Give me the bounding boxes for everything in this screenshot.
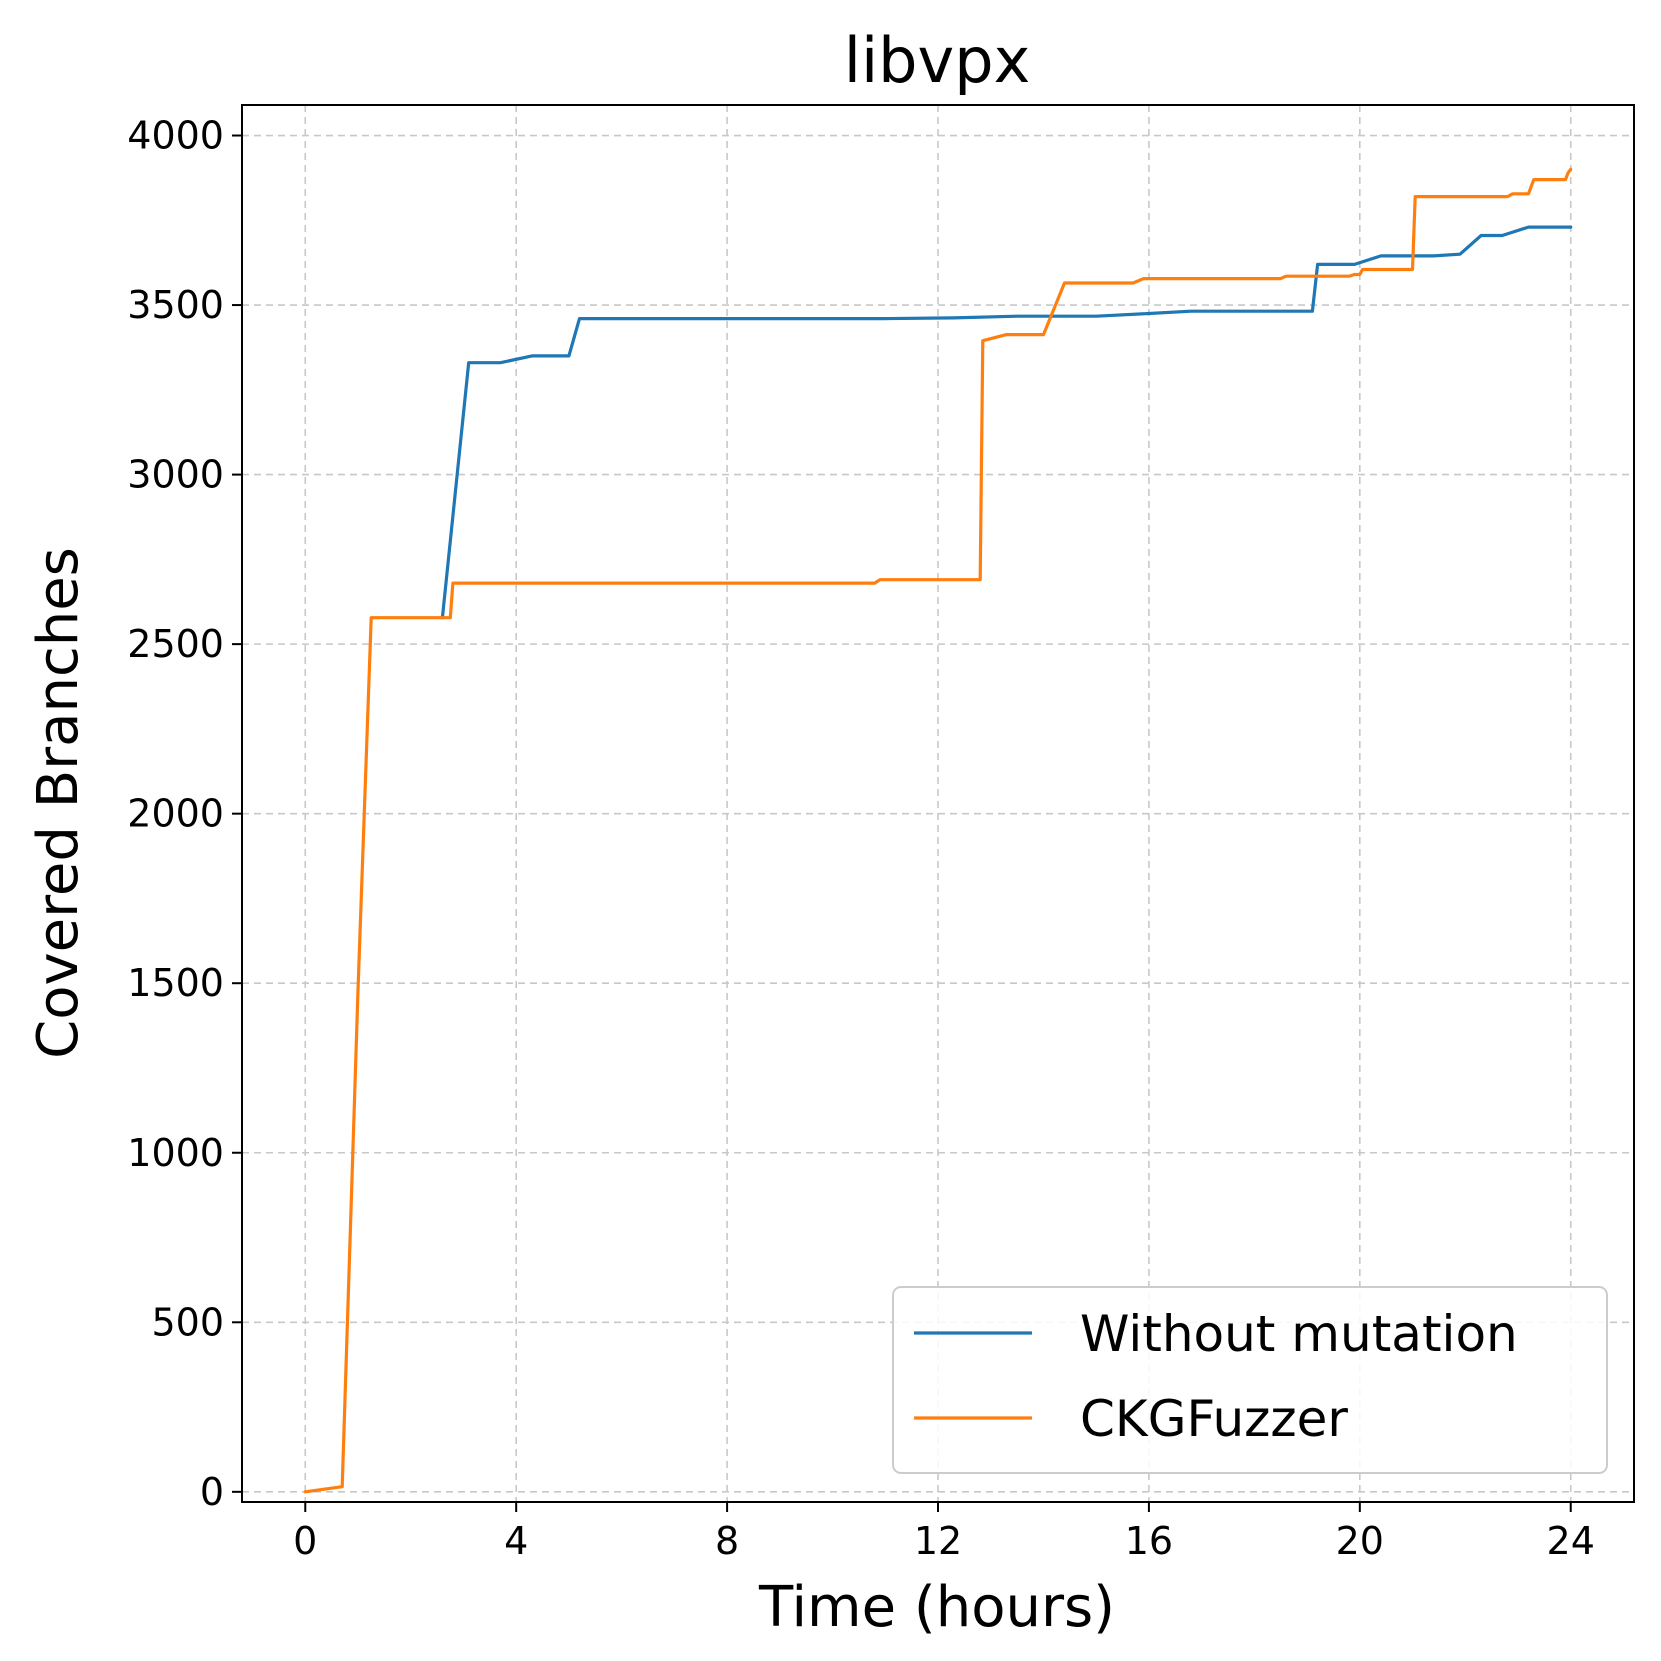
y-tick-label: 0 <box>200 1470 224 1514</box>
y-tick-label: 2500 <box>127 622 224 666</box>
x-tick-label: 24 <box>1547 1519 1595 1563</box>
y-tick-label: 3500 <box>127 283 224 327</box>
legend-label-ckgfuzzer: CKGFuzzer <box>1080 1390 1348 1448</box>
x-tick-label: 4 <box>504 1519 528 1563</box>
y-tick-label: 1000 <box>127 1131 224 1175</box>
legend-box <box>892 1286 1608 1474</box>
series-line-ckgfuzzer <box>303 167 1573 1494</box>
x-axis-label: Time (hours) <box>758 1575 1115 1640</box>
series-line-without-mutation <box>440 225 1573 620</box>
x-tick-label: 8 <box>715 1519 739 1563</box>
x-tick-label: 12 <box>914 1519 962 1563</box>
x-tick-label: 16 <box>1125 1519 1173 1563</box>
x-axis: 0 4 8 12 16 20 24 <box>293 1502 1595 1563</box>
legend: Without mutation CKGFuzzer <box>892 1286 1608 1474</box>
y-tick-label: 3000 <box>127 453 224 497</box>
y-tick-label: 500 <box>151 1300 224 1344</box>
y-tick-label: 4000 <box>127 114 224 158</box>
grid <box>242 105 1634 1502</box>
legend-label-without-mutation: Without mutation <box>1080 1305 1518 1363</box>
y-tick-label: 1500 <box>127 961 224 1005</box>
y-tick-label: 2000 <box>127 792 224 836</box>
chart-title: libvpx <box>844 24 1031 97</box>
x-tick-label: 0 <box>293 1519 317 1563</box>
y-axis-label: Covered Branches <box>26 547 91 1059</box>
x-tick-label: 20 <box>1336 1519 1384 1563</box>
series-lines <box>303 167 1573 1494</box>
y-axis: 0 500 1000 1500 2000 2500 3000 3500 4000 <box>127 114 242 1514</box>
